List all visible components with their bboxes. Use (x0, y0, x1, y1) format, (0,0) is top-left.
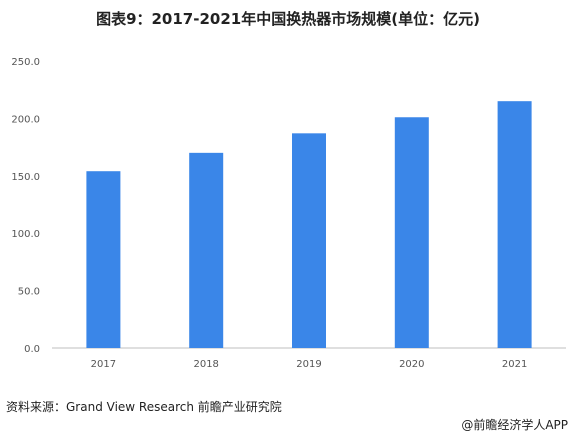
chart-title: 图表9：2017-2021年中国换热器市场规模(单位：亿元) (96, 10, 480, 28)
bar-chart: 0.0 50.0 100.0 150.0 200.0 250.0 2017 2018 2019… (11, 57, 566, 370)
y-tick-label: 50.0 (18, 287, 40, 298)
y-tick-label: 150.0 (11, 172, 40, 183)
y-tick-label: 250.0 (11, 57, 40, 68)
brand-credit: @前瞻经济学人APP (461, 418, 568, 432)
y-tick-label: 200.0 (11, 114, 40, 125)
y-tick-label: 0.0 (24, 344, 40, 355)
x-tick-label: 2020 (399, 359, 424, 370)
bar-2018 (189, 152, 224, 348)
bar-2017 (86, 171, 121, 348)
y-tick-label: 100.0 (11, 229, 40, 240)
bar-2019 (292, 133, 326, 348)
x-tick-label: 2019 (296, 359, 321, 370)
x-tick-label: 2018 (193, 359, 218, 370)
x-tick-label: 2017 (91, 359, 116, 370)
source-note: 资料来源：Grand View Research 前瞻产业研究院 (6, 400, 282, 414)
bar-2020 (394, 117, 429, 348)
x-tick-label: 2021 (502, 359, 527, 370)
bar-2021 (497, 101, 532, 349)
